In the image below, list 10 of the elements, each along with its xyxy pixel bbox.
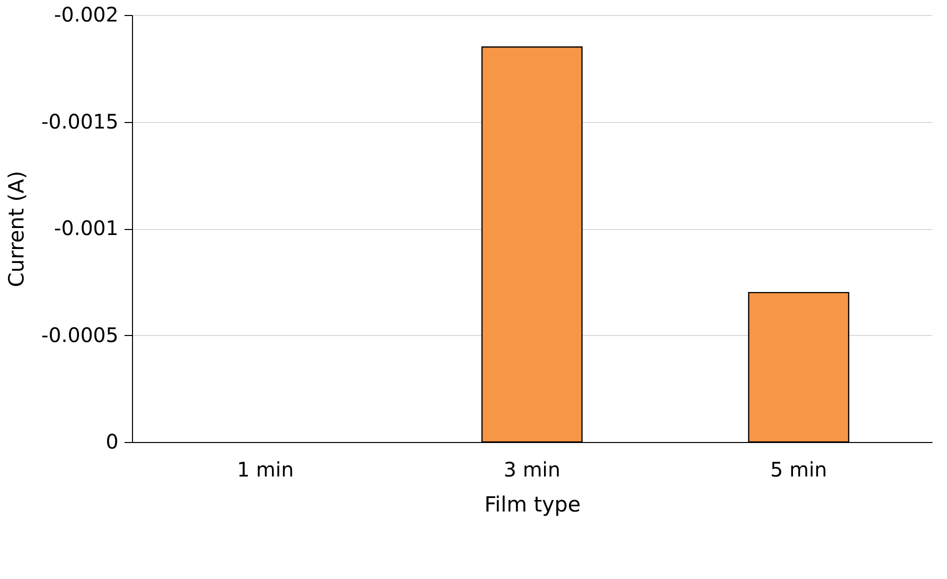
y-tick-label: -0.001 xyxy=(54,216,118,240)
x-tick-label: 3 min xyxy=(504,458,560,482)
y-tick-label: -0.002 xyxy=(54,2,118,26)
x-tick-label: 5 min xyxy=(770,458,828,482)
x-axis-title: Film type xyxy=(484,492,581,516)
y-tick-label: -0.0015 xyxy=(41,109,118,134)
y-tick-label: -0.0005 xyxy=(41,322,118,347)
y-tick-label: 0 xyxy=(106,430,118,454)
x-tick-label: 1 min xyxy=(236,458,294,482)
y-axis-title: Current (A) xyxy=(4,170,28,288)
